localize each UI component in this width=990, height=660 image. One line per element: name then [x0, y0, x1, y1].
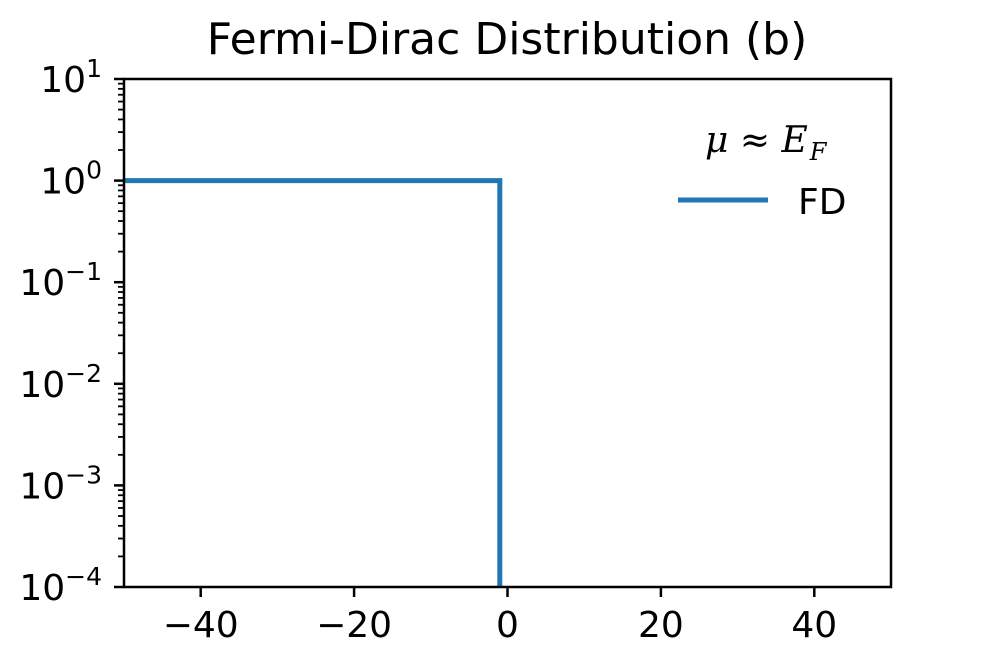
series-layer: [124, 178, 503, 587]
x-tick-label: −20: [316, 605, 392, 646]
y-tick-label: 10−2: [19, 359, 102, 406]
y-tick-label: 10−4: [19, 562, 102, 609]
series-line-fd: [124, 178, 503, 587]
y-tick-label: 10−1: [19, 257, 102, 304]
y-tick-label: 10−3: [19, 460, 102, 507]
legend-title-symbol: μ ≈ E: [705, 120, 808, 161]
legend: μ ≈ EF FD: [678, 120, 846, 223]
y-tick-label: 100: [40, 156, 102, 203]
legend-title-subscript: F: [809, 138, 828, 166]
plot-frame: [122, 77, 893, 589]
x-tick-label: 20: [638, 605, 684, 646]
x-tick-label: 0: [496, 605, 519, 646]
x-tick-label: 40: [791, 605, 837, 646]
legend-title: μ ≈ EF: [705, 120, 828, 166]
x-axis: −40 −20 0 20 40: [163, 587, 837, 646]
y-axis: 101 100 10−1 10−2 10−3 10−4: [19, 54, 124, 609]
y-tick-label: 101: [40, 54, 102, 101]
x-tick-label: −40: [163, 605, 239, 646]
chart-title: Fermi-Dirac Distribution (b): [207, 14, 808, 65]
legend-label-fd: FD: [798, 182, 846, 223]
